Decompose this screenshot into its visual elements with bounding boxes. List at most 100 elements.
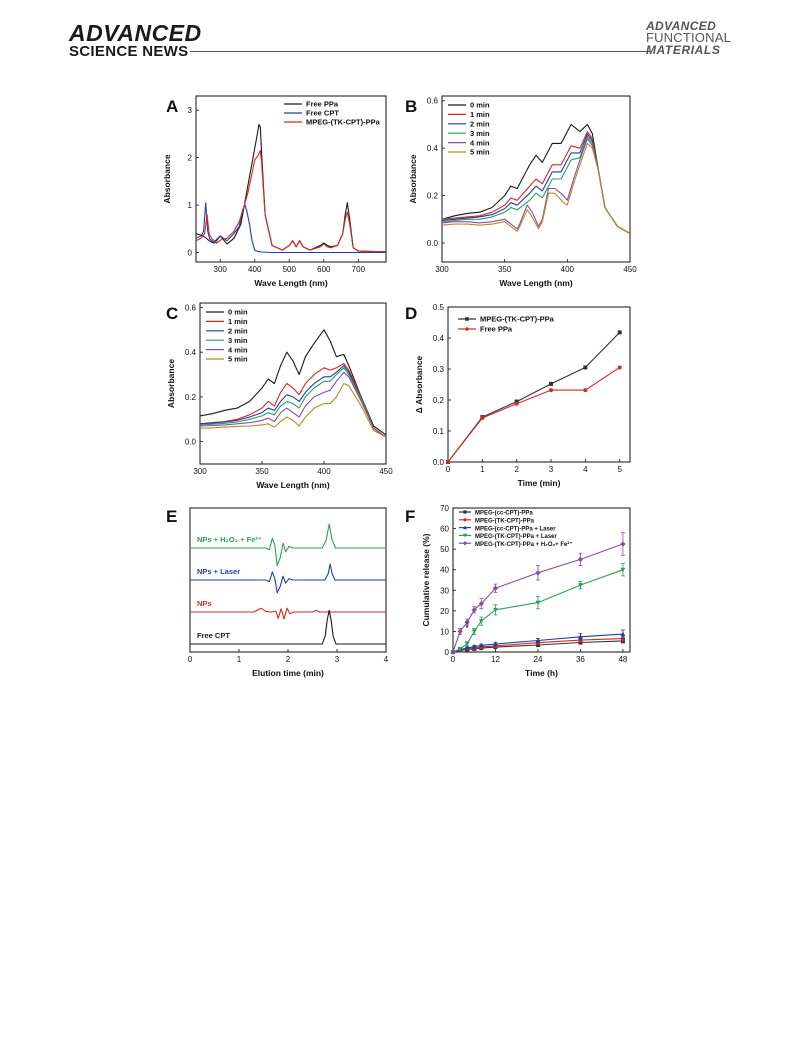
- series-line-2: [200, 365, 386, 438]
- legend-label-0: MPEG-(TK-CPT)-PPa: [480, 315, 555, 324]
- marker-circle: [617, 365, 622, 370]
- series-line-1: [448, 366, 621, 462]
- marker-square: [583, 365, 588, 370]
- marker-triangle-down: [463, 533, 467, 538]
- afm-wordmark-line2: FUNCTIONAL: [645, 30, 731, 45]
- marker-square: [535, 643, 540, 648]
- trace-label-3: Free CPT: [197, 631, 230, 640]
- series-line-0: [200, 329, 386, 436]
- marker-triangle: [535, 637, 541, 643]
- marker-diamond: [492, 585, 499, 592]
- y-axis-label: Absorbance: [166, 359, 176, 408]
- marker-triangle-down: [457, 646, 463, 652]
- series-line-3: [190, 609, 386, 645]
- marker-circle: [583, 388, 588, 393]
- axes-frame: [199, 302, 387, 465]
- marker-square: [549, 381, 554, 386]
- y-tick-label: 0.4: [433, 334, 445, 343]
- trace-label-0: NPs + H₂O₂ + Fe²⁺: [197, 535, 262, 544]
- legend-label-4: 4 min: [470, 138, 490, 147]
- marker-triangle: [493, 641, 498, 646]
- x-tick-label: 36: [576, 655, 585, 664]
- x-tick-label: 400: [317, 467, 331, 476]
- marker-diamond: [450, 649, 456, 655]
- x-tick-label: 48: [618, 655, 627, 664]
- series-line-2: [196, 149, 386, 253]
- legend-label-1: 1 min: [470, 110, 490, 119]
- x-axis-label: Time (min): [518, 478, 561, 488]
- series-line-1: [200, 362, 386, 438]
- y-tick-label: 0.0: [427, 239, 439, 248]
- marker-diamond: [535, 570, 541, 576]
- chart-panel-c: C 300 350 400 450 0.0 0.2 0.4 0.6 Wave Length (nm…: [166, 302, 393, 490]
- chart-panel-f: F 0 12 24 36 48 0 10 20 30 40 50 60 70 Time (h) Cumulat…: [405, 504, 631, 678]
- legend-label-0: 0 min: [228, 308, 248, 317]
- marker-triangle: [471, 644, 477, 649]
- y-tick-label: 1: [188, 201, 193, 210]
- y-axis-label: Absorbance: [162, 154, 172, 203]
- y-tick-label: 0.1: [433, 427, 445, 436]
- y-tick-label: 70: [440, 504, 449, 513]
- x-tick-label: 700: [352, 265, 366, 274]
- legend-label-4: 4 min: [228, 345, 248, 354]
- x-tick-label: 450: [379, 467, 393, 476]
- marker-triangle-down: [535, 600, 541, 606]
- legend-label-2: MPEG-(TK-CPT)-PPa: [306, 118, 381, 127]
- marker-triangle-down: [493, 607, 498, 613]
- marker-diamond: [478, 600, 484, 607]
- y-tick-label: 0.4: [185, 348, 197, 357]
- x-axis-label: Wave Length (nm): [254, 278, 328, 288]
- y-tick-label: 0: [445, 648, 450, 657]
- science-news-wordmark: SCIENCE NEWS: [69, 43, 189, 60]
- legend-label-4: MPEG-(TK-CPT)-PPa + H₂O₂+ Fe²⁺: [475, 541, 573, 548]
- series-line-0: [190, 523, 386, 567]
- journal-header-right: ADVANCED FUNCTIONAL MATERIALS: [646, 20, 731, 56]
- x-tick-label: 400: [561, 265, 575, 274]
- legend-label-3: MPEG-(TK-CPT)-PPa + Laser: [475, 534, 558, 540]
- x-tick-label: 500: [283, 265, 297, 274]
- axes-frame: [195, 95, 387, 263]
- legend-label-3: 3 min: [228, 336, 248, 345]
- legend-label-3: 3 min: [470, 129, 490, 138]
- trace-label-1: NPs + Laser: [197, 567, 240, 576]
- y-tick-label: 10: [440, 627, 449, 636]
- legend-label-2: 2 min: [228, 327, 248, 336]
- legend-label-5: 5 min: [470, 148, 490, 157]
- legend-label-0: Free PPa: [306, 100, 339, 109]
- header-rule: [190, 51, 650, 52]
- axes-frame: [441, 95, 631, 263]
- marker-triangle: [578, 634, 583, 639]
- y-tick-label: 0.0: [185, 438, 197, 447]
- marker-triangle: [463, 525, 467, 530]
- x-tick-label: 450: [623, 265, 637, 274]
- marker-triangle: [620, 631, 626, 637]
- afm-wordmark-line1: ADVANCED: [645, 19, 717, 33]
- marker-diamond: [464, 619, 470, 625]
- y-tick-label: 3: [188, 106, 193, 115]
- marker-circle: [620, 636, 625, 641]
- y-tick-label: 20: [440, 607, 449, 616]
- x-axis-label: Wave Length (nm): [499, 278, 573, 288]
- x-tick-label: 300: [435, 265, 449, 274]
- x-tick-label: 1: [480, 465, 485, 474]
- marker-circle: [480, 415, 485, 420]
- series-line-1: [196, 202, 386, 254]
- legend-label-0: 0 min: [470, 101, 490, 110]
- x-tick-label: 300: [193, 467, 207, 476]
- series-line-4: [200, 371, 386, 438]
- x-axis-label: Elution time (min): [252, 668, 324, 678]
- series-line-5: [200, 382, 386, 438]
- panel-letter-d: D: [405, 304, 417, 323]
- panel-letter-e: E: [166, 507, 177, 526]
- chart-panel-b: B 300 350 400 450 0.0 0.2 0.4 0.6 Wave Length (nm…: [405, 95, 637, 288]
- x-tick-label: 600: [317, 265, 331, 274]
- marker-triangle: [464, 645, 470, 650]
- x-tick-label: 2: [514, 465, 519, 474]
- y-tick-label: 30: [440, 586, 449, 595]
- x-tick-label: 1: [237, 655, 242, 664]
- marker-diamond: [471, 607, 477, 613]
- legend-label-2: MPEG-(cc-CPT)-PPa + Laser: [475, 526, 556, 532]
- panel-letter-f: F: [405, 507, 415, 526]
- x-tick-label: 400: [248, 265, 262, 274]
- y-tick-label: 0.3: [433, 365, 445, 374]
